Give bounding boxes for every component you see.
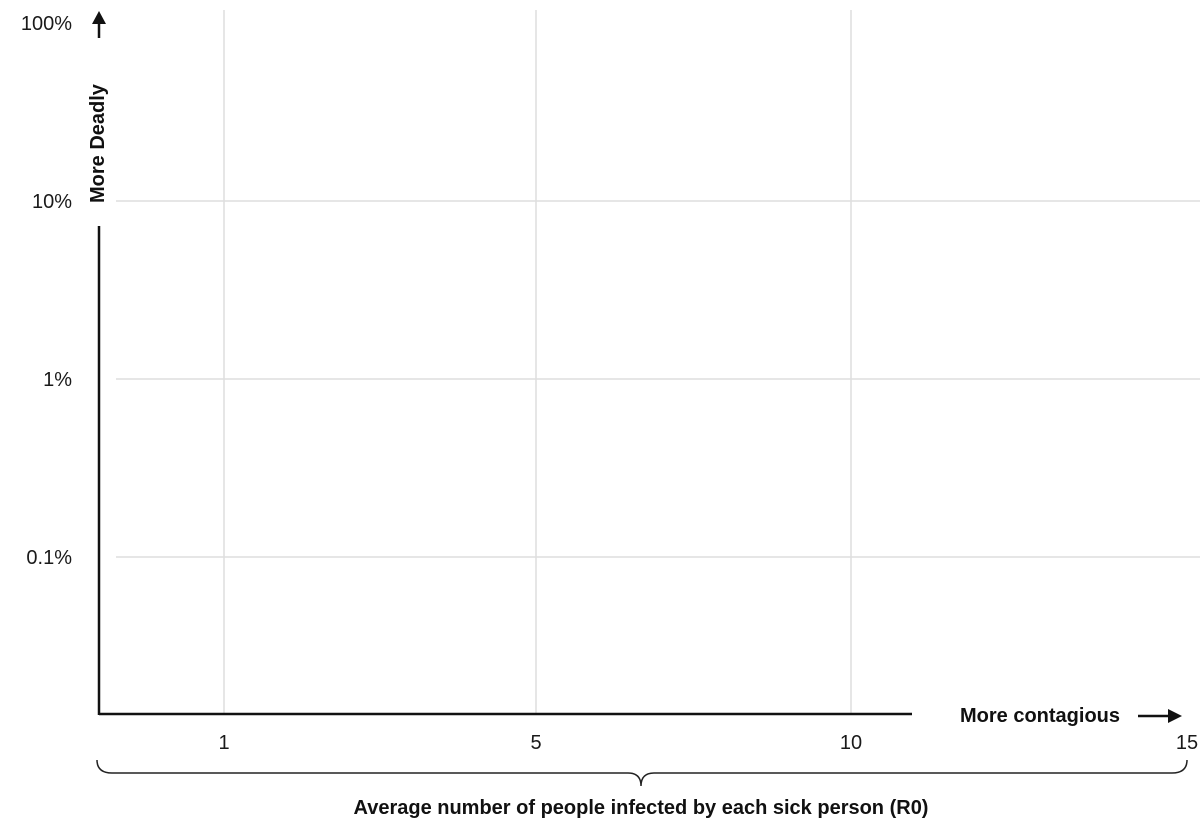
x-direction-label: More contagious (960, 705, 1120, 727)
x-tick-label: 10 (840, 732, 862, 754)
x-tick-label: 1 (218, 732, 229, 754)
arrow-right-icon (1138, 709, 1182, 723)
x-axis-title: Average number of people infected by eac… (354, 797, 929, 819)
y-tick-label: 0.1% (26, 547, 72, 569)
y-tick-label: 1% (43, 369, 72, 391)
grid (116, 10, 1200, 714)
x-axis-brace (96, 759, 1188, 787)
y-tick-label: 100% (21, 13, 72, 35)
y-tick-label: 10% (32, 191, 72, 213)
axes (97, 226, 912, 716)
y-direction-label: More Deadly (87, 83, 109, 203)
x-tick-label: 15 (1176, 732, 1198, 754)
arrow-up-icon (92, 11, 106, 38)
x-tick-label: 5 (530, 732, 541, 754)
